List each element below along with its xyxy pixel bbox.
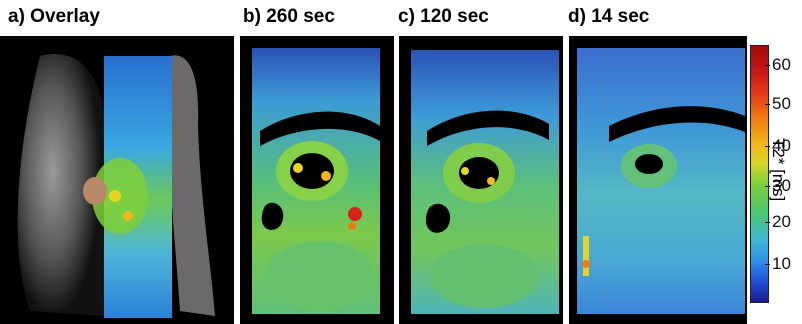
- divider-2: [395, 36, 398, 324]
- panel-b-label: b) 260 sec: [243, 6, 335, 27]
- panel-d-label: d) 14 sec: [568, 6, 650, 27]
- colorbar-tick-20: 20: [765, 212, 791, 231]
- colorbar-tick-40: 40: [765, 136, 791, 155]
- colorbar-tick-10: 10: [765, 254, 791, 273]
- panel-c-image: [399, 36, 563, 324]
- panel-b-image: [240, 36, 394, 324]
- panel-d-image: [569, 36, 747, 324]
- colorbar-tick-60: 60: [765, 55, 791, 74]
- colorbar: [750, 45, 769, 303]
- divider-1: [236, 36, 239, 324]
- colorbar-unit-label: T2* [ms]: [769, 138, 788, 202]
- colorbar-tick-30: 30: [765, 176, 791, 195]
- divider-3: [565, 36, 568, 324]
- panel-a-image: [0, 36, 234, 324]
- colorbar-tick-50: 50: [765, 94, 791, 113]
- panel-a-label: a) Overlay: [8, 6, 100, 27]
- panel-c-label: c) 120 sec: [398, 6, 489, 27]
